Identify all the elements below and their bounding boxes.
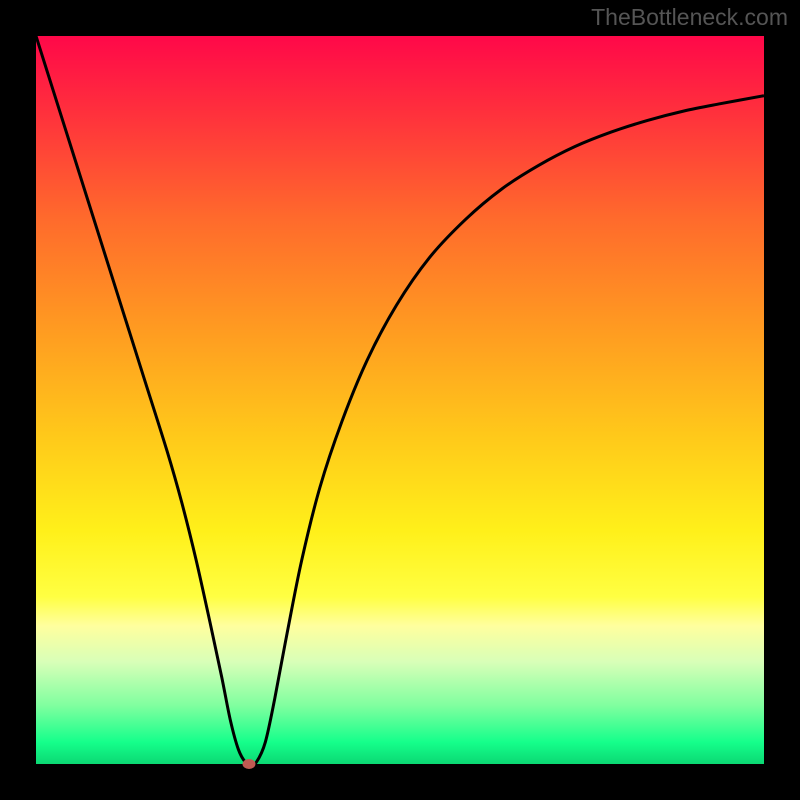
plot-area xyxy=(36,36,764,764)
chart-frame: TheBottleneck.com xyxy=(0,0,800,800)
attribution-text: TheBottleneck.com xyxy=(591,4,788,31)
bottleneck-curve xyxy=(36,36,764,764)
minimum-marker xyxy=(243,759,256,769)
